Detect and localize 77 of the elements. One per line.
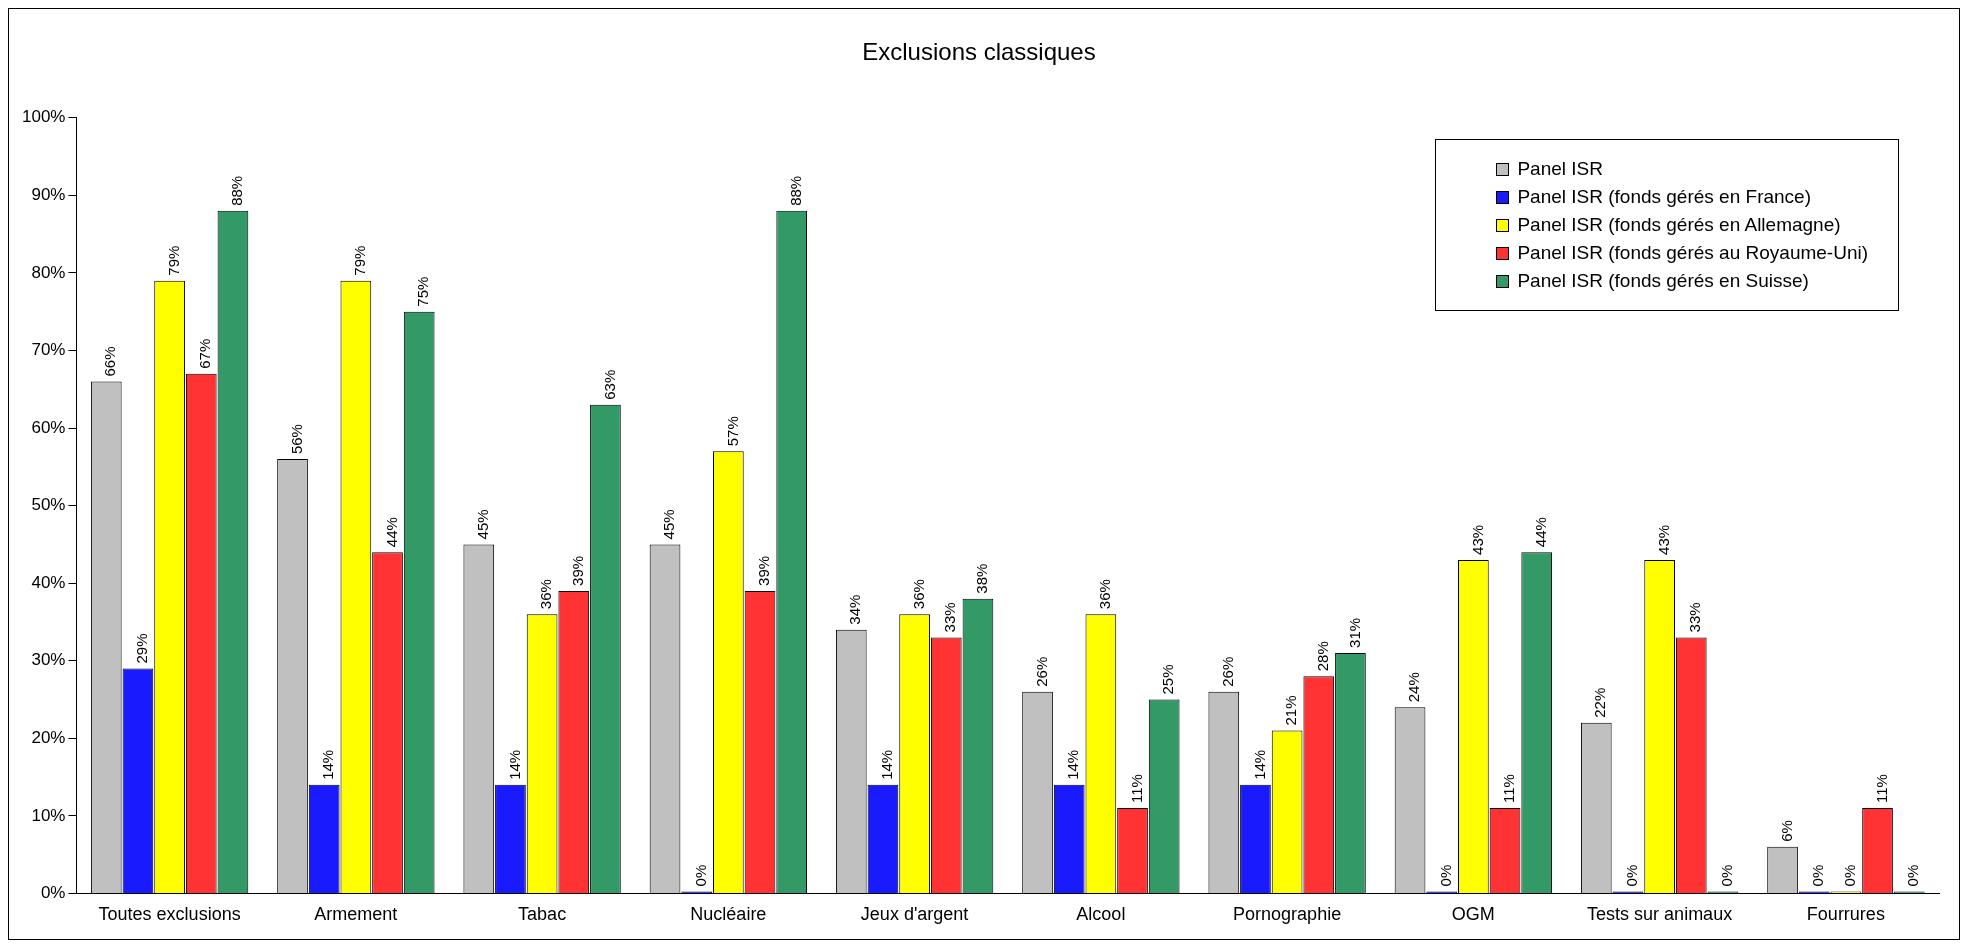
data-label: 14% xyxy=(319,749,337,780)
x-tick-label: Tests sur animaux xyxy=(1587,904,1733,925)
data-label: 45% xyxy=(473,509,491,540)
data-label: 44% xyxy=(382,517,400,548)
y-tick-label: 0% xyxy=(40,883,66,903)
x-tick-label: Toutes exclusions xyxy=(98,904,241,925)
data-label: 63% xyxy=(600,369,618,400)
data-label: 14% xyxy=(1250,749,1268,780)
data-label: 43% xyxy=(1654,524,1672,555)
data-label: 0% xyxy=(1623,864,1641,887)
data-label: 36% xyxy=(537,579,555,610)
data-label: 0% xyxy=(1809,864,1827,887)
legend-label: Panel ISR xyxy=(1517,158,1603,180)
data-label: 43% xyxy=(1468,524,1486,555)
data-label: 26% xyxy=(1218,656,1236,687)
data-label: 36% xyxy=(909,579,927,610)
data-label: 29% xyxy=(133,633,151,664)
data-label: 0% xyxy=(691,864,709,887)
x-tick-label: Armement xyxy=(314,904,398,925)
data-label: 0% xyxy=(1718,864,1736,887)
data-label: 38% xyxy=(973,563,991,594)
legend-label: Panel ISR (fonds gérés en Suisse) xyxy=(1517,270,1809,292)
data-label: 14% xyxy=(1064,749,1082,780)
data-label: 56% xyxy=(287,424,305,455)
x-tick-label: Pornographie xyxy=(1233,904,1342,925)
data-label: 33% xyxy=(1686,602,1704,633)
y-tick-label: 60% xyxy=(31,417,66,437)
data-label: 22% xyxy=(1591,687,1609,718)
data-label: 67% xyxy=(196,338,214,369)
data-label: 44% xyxy=(1531,517,1549,548)
data-label: 24% xyxy=(1405,672,1423,703)
legend-label: Panel ISR (fonds gérés en Allemagne) xyxy=(1517,214,1841,236)
data-label: 11% xyxy=(1127,774,1145,804)
data-label: 31% xyxy=(1345,617,1363,648)
x-tick-label: Alcool xyxy=(1076,904,1126,925)
data-label: 39% xyxy=(755,555,773,586)
chart-title: Exclusions classiques xyxy=(862,38,1096,66)
data-label: 14% xyxy=(505,749,523,780)
data-label: 11% xyxy=(1500,774,1518,804)
y-tick-label: 100% xyxy=(22,107,66,127)
y-tick-label: 50% xyxy=(31,495,66,515)
data-label: 66% xyxy=(101,346,119,377)
y-tick-label: 90% xyxy=(31,185,66,205)
legend-label: Panel ISR (fonds gérés en France) xyxy=(1517,186,1811,208)
legend-label: Panel ISR (fonds gérés au Royaume-Uni) xyxy=(1517,242,1868,264)
data-label: 21% xyxy=(1282,695,1300,726)
data-label: 36% xyxy=(1096,579,1114,610)
data-label: 75% xyxy=(414,276,432,307)
data-label: 88% xyxy=(786,175,804,206)
x-tick-label: OGM xyxy=(1451,904,1495,925)
data-label: 6% xyxy=(1777,820,1795,842)
y-tick-label: 80% xyxy=(31,262,66,282)
data-label: 33% xyxy=(941,602,959,633)
data-label: 14% xyxy=(878,749,896,780)
x-tick-label: Fourrures xyxy=(1806,904,1885,925)
data-label: 0% xyxy=(1436,864,1454,887)
data-label: 79% xyxy=(351,245,368,276)
x-tick-label: Jeux d'argent xyxy=(860,904,969,925)
data-label: 34% xyxy=(846,594,864,625)
data-label: 0% xyxy=(1904,864,1922,887)
data-label: 0% xyxy=(1841,864,1859,887)
data-label: 39% xyxy=(568,555,586,586)
x-tick-label: Tabac xyxy=(518,904,567,925)
y-tick-label: 30% xyxy=(31,650,66,670)
data-label: 57% xyxy=(723,416,741,447)
x-tick-label: Nucléaire xyxy=(690,904,767,925)
data-label: 26% xyxy=(1032,656,1050,687)
data-label: 88% xyxy=(228,175,246,206)
data-label: 79% xyxy=(164,245,182,276)
data-label: 11% xyxy=(1872,774,1890,804)
data-label: 45% xyxy=(660,509,678,540)
data-label: 28% xyxy=(1313,641,1331,672)
y-tick-label: 70% xyxy=(31,340,66,360)
y-tick-label: 40% xyxy=(31,572,66,592)
y-tick-label: 10% xyxy=(31,805,66,825)
data-label: 25% xyxy=(1159,664,1177,695)
y-tick-label: 20% xyxy=(31,727,66,747)
